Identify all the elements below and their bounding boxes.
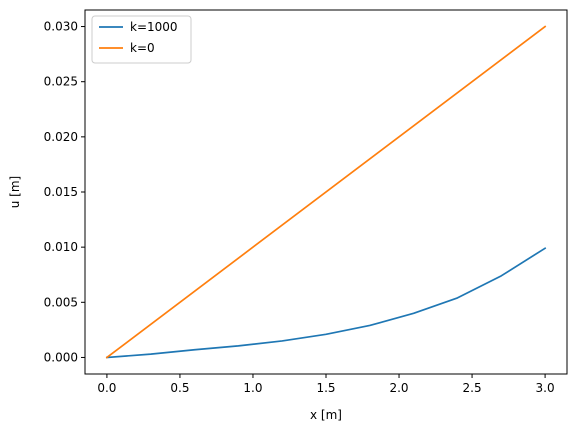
legend-label-k1000: k=1000 (130, 20, 178, 34)
legend-label-k0: k=0 (130, 41, 155, 55)
x-tick-label: 2.0 (389, 381, 408, 395)
x-tick-label: 1.0 (243, 381, 262, 395)
x-axis-label: x [m] (310, 408, 342, 422)
x-tick-label: 2.5 (463, 381, 482, 395)
y-axis-label: u [m] (8, 176, 22, 208)
y-tick-label: 0.020 (44, 130, 78, 144)
y-tick-label: 0.005 (44, 295, 78, 309)
series-line-0 (105, 247, 547, 359)
y-tick-label: 0.000 (44, 350, 78, 364)
y-axis: 0.000 0.005 0.010 0.015 0.020 0.025 0.030 (44, 20, 85, 364)
x-tick-label: 0.5 (170, 381, 189, 395)
x-tick-label: 1.5 (316, 381, 335, 395)
series-line-1 (105, 25, 547, 359)
series-layer (105, 25, 547, 359)
x-tick-label: 3.0 (536, 381, 555, 395)
y-tick-label: 0.010 (44, 240, 78, 254)
x-tick-label: 0.0 (97, 381, 116, 395)
y-tick-label: 0.015 (44, 185, 78, 199)
legend: k=1000 k=0 (91, 15, 192, 64)
y-tick-label: 0.030 (44, 20, 78, 34)
y-tick-label: 0.025 (44, 75, 78, 89)
x-axis: 0.0 0.5 1.0 1.5 2.0 2.5 3.0 (97, 374, 555, 395)
